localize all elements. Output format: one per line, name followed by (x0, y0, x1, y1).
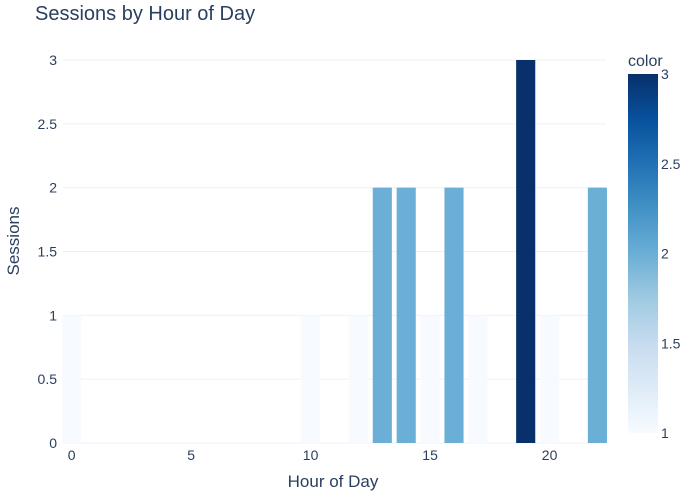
colorbar-tick-label: 3 (661, 66, 669, 82)
bar-hour-22[interactable] (587, 187, 607, 443)
bar-hour-10[interactable] (301, 315, 321, 443)
y-tick-label: 0 (49, 435, 57, 451)
colorbar-tick-label: 1.5 (661, 335, 681, 351)
bar-hour-15[interactable] (420, 315, 440, 443)
bars (62, 60, 607, 443)
bar-hour-0[interactable] (62, 315, 82, 443)
y-tick-label: 0.5 (38, 371, 58, 387)
y-axis-title: Sessions (4, 207, 23, 276)
bar-hour-13[interactable] (372, 187, 392, 443)
bar-hour-17[interactable] (468, 315, 488, 443)
colorbar-tick-label: 2 (661, 246, 669, 262)
chart-title: Sessions by Hour of Day (35, 3, 255, 25)
y-tick-label: 2 (49, 180, 57, 196)
x-tick-label: 15 (422, 447, 438, 463)
y-axis-ticks: 0 0.5 1 1.5 2 2.5 3 (38, 52, 58, 451)
y-tick-label: 2.5 (38, 116, 58, 132)
x-axis-ticks: 0 5 10 15 20 (68, 447, 558, 463)
bar-hour-20[interactable] (540, 315, 560, 443)
bar-hour-14[interactable] (396, 187, 416, 443)
colorbar-ticks: 1 1.5 2 2.5 3 (661, 66, 681, 441)
x-axis-title: Hour of Day (288, 472, 379, 491)
bar-hour-19[interactable] (516, 60, 536, 443)
y-tick-label: 1 (49, 307, 57, 323)
bar-hour-16[interactable] (444, 187, 464, 443)
colorbar-title: color (628, 53, 663, 70)
gridlines (63, 59, 606, 444)
y-tick-label: 1.5 (38, 244, 58, 260)
bar-hour-12[interactable] (348, 315, 368, 443)
colorbar-tick-label: 2.5 (661, 156, 681, 172)
x-tick-label: 5 (187, 447, 195, 463)
x-tick-label: 20 (542, 447, 558, 463)
x-tick-label: 10 (303, 447, 319, 463)
colorbar (628, 74, 658, 433)
y-tick-label: 3 (49, 52, 57, 68)
x-tick-label: 0 (68, 447, 76, 463)
colorbar-tick-label: 1 (661, 425, 669, 441)
